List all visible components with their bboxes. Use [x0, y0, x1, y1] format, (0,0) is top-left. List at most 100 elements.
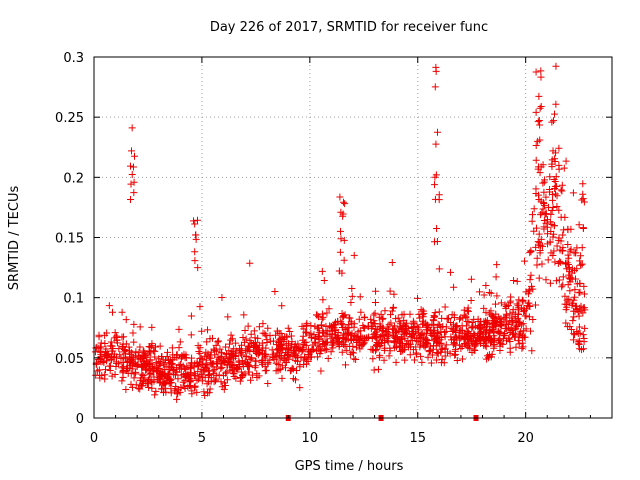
data-point [130, 338, 138, 346]
data-point [236, 377, 244, 385]
data-point [349, 349, 357, 357]
data-point [539, 205, 547, 213]
data-point [237, 368, 245, 376]
data-point [502, 310, 510, 318]
data-point [226, 340, 234, 348]
data-point [390, 290, 398, 298]
data-point [458, 355, 466, 363]
data-point [376, 351, 384, 359]
data-point [107, 338, 115, 346]
data-point [148, 384, 156, 392]
data-point [218, 349, 226, 357]
data-point [281, 357, 289, 365]
data-point [433, 225, 441, 233]
data-point [181, 373, 189, 381]
data-point [527, 248, 535, 256]
data-point [206, 335, 214, 343]
data-point [514, 337, 522, 345]
data-point [343, 324, 351, 332]
data-point [355, 315, 363, 323]
data-point [111, 370, 119, 378]
data-point [315, 324, 323, 332]
data-point [312, 311, 320, 319]
data-point [441, 345, 449, 353]
data-point [407, 343, 415, 351]
data-point [435, 308, 443, 316]
data-point [446, 350, 454, 358]
data-point [288, 364, 296, 372]
data-point [173, 368, 181, 376]
data-point [337, 235, 345, 243]
data-point [91, 348, 99, 356]
data-point [287, 341, 295, 349]
data-point [548, 118, 556, 126]
data-point [143, 358, 151, 366]
data-point [353, 338, 361, 346]
data-point [101, 375, 109, 383]
data-point [452, 322, 460, 330]
data-point [185, 381, 193, 389]
data-point [579, 345, 587, 353]
data-point [551, 258, 559, 266]
data-point [235, 358, 243, 366]
data-point [432, 171, 440, 179]
data-point [570, 313, 578, 321]
data-point [112, 332, 120, 340]
data-point [373, 340, 381, 348]
data-point [283, 349, 291, 357]
data-point [340, 198, 348, 206]
data-point [111, 329, 119, 337]
data-point [156, 362, 164, 370]
data-point [239, 333, 247, 341]
data-point [455, 315, 463, 323]
data-point [348, 292, 356, 300]
data-point [537, 73, 545, 81]
data-point [576, 288, 584, 296]
data-point [155, 355, 163, 363]
data-point [576, 280, 584, 288]
data-point [302, 338, 310, 346]
data-point [271, 287, 279, 295]
data-point [339, 313, 347, 321]
data-point [369, 355, 377, 363]
data-point [450, 339, 458, 347]
y-tick-label: 0.3 [63, 51, 84, 66]
data-point [161, 380, 169, 388]
data-point [175, 325, 183, 333]
data-point [193, 216, 201, 224]
data-point [194, 362, 202, 370]
data-point [377, 310, 385, 318]
data-point [571, 275, 579, 283]
data-point [352, 356, 360, 364]
data-point [561, 292, 569, 300]
data-point [389, 303, 397, 311]
data-point [426, 347, 434, 355]
data-point [492, 273, 500, 281]
data-point [119, 373, 127, 381]
data-point [196, 303, 204, 311]
data-point [398, 311, 406, 319]
data-point [563, 259, 571, 267]
data-point [552, 173, 560, 181]
data-point [358, 340, 366, 348]
data-point [416, 314, 424, 322]
data-point [204, 326, 212, 334]
data-point [458, 322, 466, 330]
data-point [529, 211, 537, 219]
data-point [259, 320, 267, 328]
data-point [428, 351, 436, 359]
data-point [122, 316, 130, 324]
data-point [468, 319, 476, 327]
data-point [496, 347, 504, 355]
data-point [314, 341, 322, 349]
data-point [393, 328, 401, 336]
data-point [559, 281, 567, 289]
data-point [524, 290, 532, 298]
data-point [165, 369, 173, 377]
data-point [550, 222, 558, 230]
data-point [482, 343, 490, 351]
data-point [247, 330, 255, 338]
data-point [285, 355, 293, 363]
data-point [321, 345, 329, 353]
data-point [308, 346, 316, 354]
